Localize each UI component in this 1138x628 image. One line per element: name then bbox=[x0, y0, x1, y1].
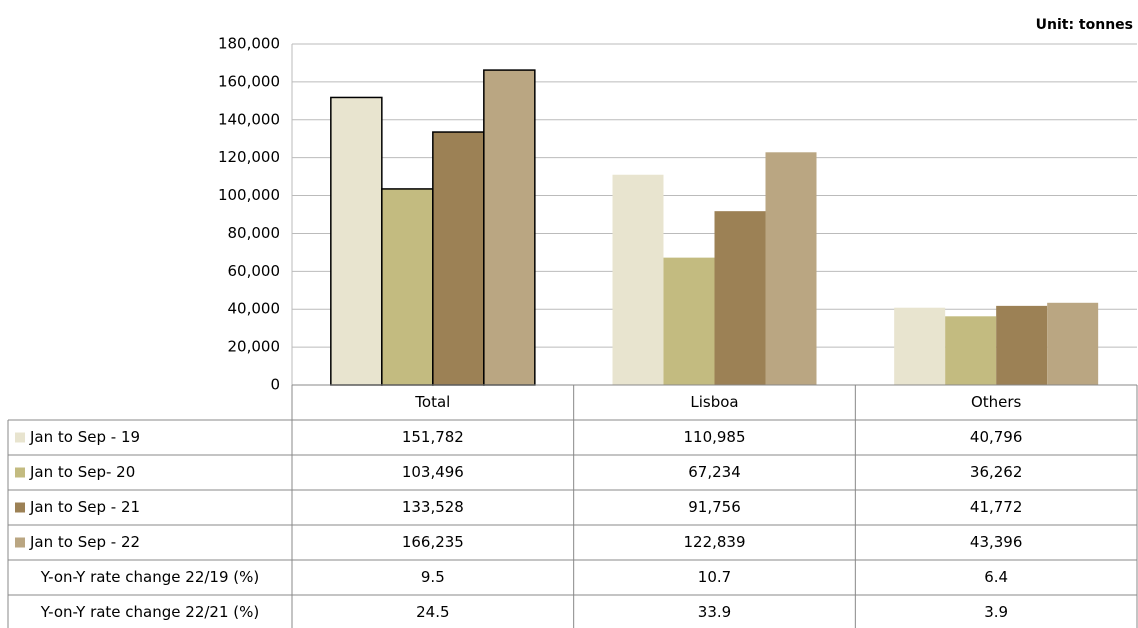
y-tick-label: 160,000 bbox=[218, 72, 280, 90]
bar bbox=[894, 307, 946, 385]
table-value: 6.4 bbox=[984, 568, 1008, 586]
y-tick-label: 120,000 bbox=[218, 148, 280, 166]
unit-label: Unit: tonnes bbox=[1036, 17, 1133, 33]
table-value: 41,772 bbox=[970, 498, 1023, 516]
bar bbox=[483, 69, 536, 386]
table-value: 3.9 bbox=[984, 603, 1008, 621]
table-value: 67,234 bbox=[688, 463, 741, 481]
table-value: 24.5 bbox=[416, 603, 449, 621]
table-value: 10.7 bbox=[698, 568, 731, 586]
y-tick-label: 20,000 bbox=[228, 338, 281, 356]
y-tick-label: 80,000 bbox=[228, 224, 281, 242]
table-value: 166,235 bbox=[402, 533, 464, 551]
bar bbox=[1047, 302, 1099, 385]
y-tick-label: 140,000 bbox=[218, 110, 280, 128]
table-value: 133,528 bbox=[402, 498, 464, 516]
legend-label: Jan to Sep- 20 bbox=[29, 463, 135, 481]
y-tick-label: 0 bbox=[270, 376, 280, 394]
x-tick-label: Lisboa bbox=[690, 393, 738, 411]
table-value: 151,782 bbox=[402, 428, 464, 446]
table-value: 103,496 bbox=[402, 463, 464, 481]
y-tick-label: 180,000 bbox=[218, 35, 280, 53]
bar bbox=[330, 96, 383, 386]
table-value: 43,396 bbox=[970, 533, 1023, 551]
bar bbox=[945, 316, 997, 385]
legend-label: Jan to Sep - 21 bbox=[29, 498, 140, 516]
row-label: Y-on-Y rate change 22/19 (%) bbox=[40, 568, 259, 586]
table-value: 40,796 bbox=[970, 428, 1023, 446]
legend-swatch bbox=[15, 467, 25, 478]
table-value: 122,839 bbox=[683, 533, 745, 551]
table-value: 36,262 bbox=[970, 463, 1023, 481]
bar bbox=[432, 131, 485, 386]
y-tick-label: 100,000 bbox=[218, 186, 280, 204]
legend-label: Jan to Sep - 19 bbox=[29, 428, 140, 446]
legend-label: Jan to Sep - 22 bbox=[29, 533, 140, 551]
bar bbox=[381, 188, 434, 386]
bar bbox=[714, 211, 766, 385]
y-tick-label: 40,000 bbox=[228, 300, 281, 318]
bar bbox=[765, 152, 817, 385]
x-tick-label: Others bbox=[971, 393, 1022, 411]
bar bbox=[663, 257, 715, 385]
legend-swatch bbox=[15, 432, 25, 443]
table-value: 91,756 bbox=[688, 498, 741, 516]
legend-swatch bbox=[15, 502, 25, 513]
legend-swatch bbox=[15, 537, 25, 548]
bar bbox=[612, 174, 664, 385]
table-value: 110,985 bbox=[683, 428, 745, 446]
table-value: 9.5 bbox=[421, 568, 445, 586]
bar bbox=[996, 305, 1048, 385]
x-tick-label: Total bbox=[414, 393, 450, 411]
row-label: Y-on-Y rate change 22/21 (%) bbox=[40, 603, 259, 621]
y-tick-label: 60,000 bbox=[228, 262, 281, 280]
table-value: 33.9 bbox=[698, 603, 731, 621]
